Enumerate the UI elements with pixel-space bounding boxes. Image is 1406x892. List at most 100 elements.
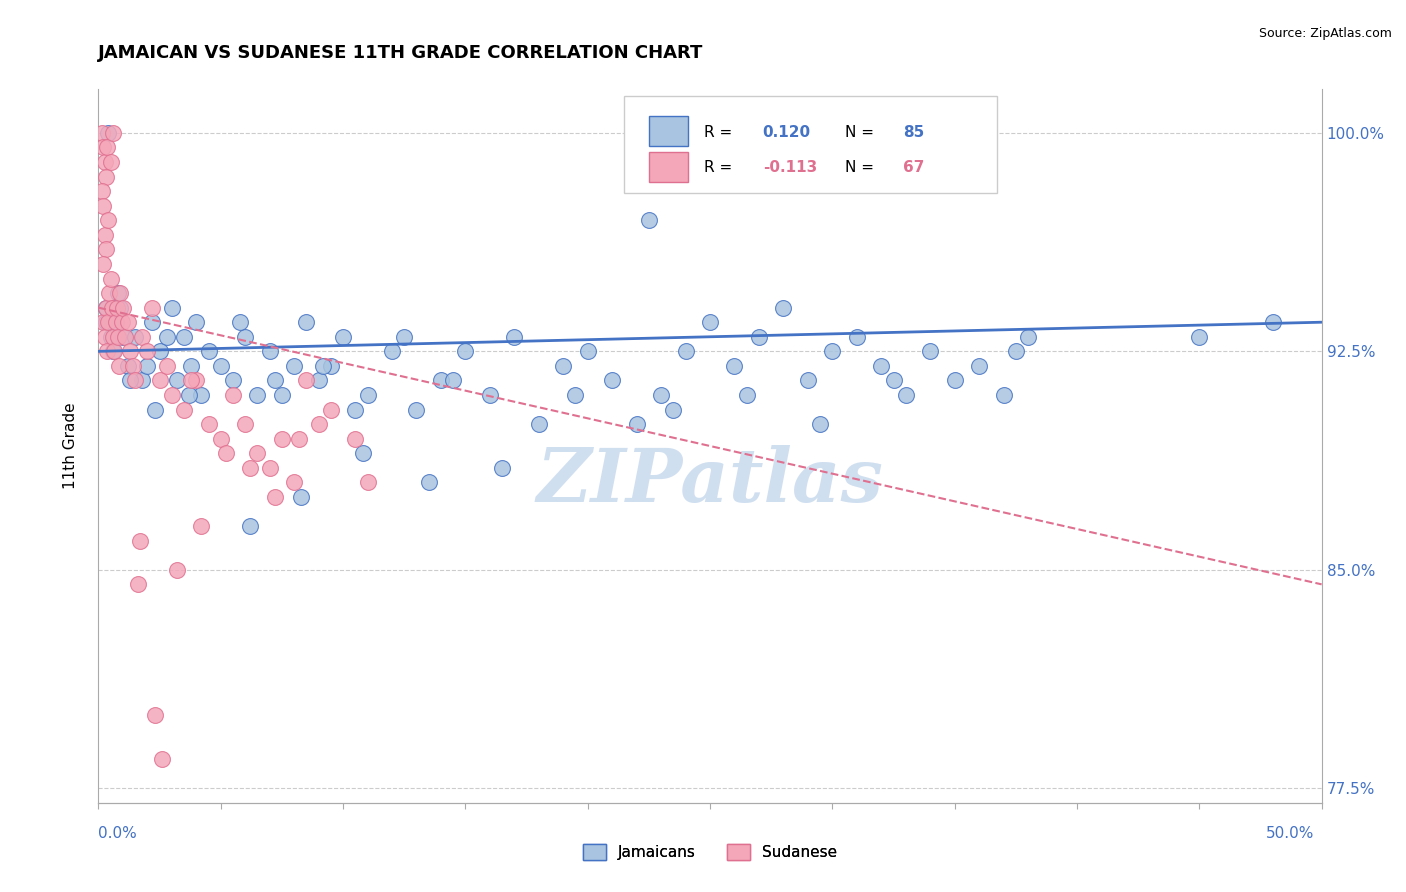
Point [190, 519, 212, 533]
Point [735, 388, 758, 402]
Point [160, 388, 183, 402]
Text: 0.120: 0.120 [762, 125, 811, 139]
Point [180, 374, 202, 388]
Point [454, 344, 477, 359]
Point [209, 432, 232, 446]
Text: -0.113: -0.113 [762, 161, 817, 175]
Point [105, 301, 128, 315]
Point [121, 359, 143, 373]
Point [100, 155, 122, 169]
Point [638, 213, 661, 227]
Point [111, 301, 134, 315]
Point [100, 271, 122, 285]
Point [141, 315, 163, 329]
Point [332, 330, 354, 344]
Point [100, 330, 122, 344]
Point [943, 374, 966, 388]
Point [120, 374, 142, 388]
Text: Source: ZipAtlas.com: Source: ZipAtlas.com [1258, 27, 1392, 40]
Text: 85: 85 [903, 125, 925, 139]
Point [143, 708, 166, 723]
Point [699, 315, 721, 329]
Point [239, 519, 262, 533]
Point [197, 417, 219, 432]
Point [845, 330, 868, 344]
Point [356, 475, 378, 490]
Point [186, 374, 208, 388]
Point [808, 417, 831, 432]
Point [101, 330, 124, 344]
Point [527, 417, 550, 432]
Point [503, 330, 526, 344]
Point [295, 315, 318, 329]
Point [441, 374, 464, 388]
Point [97, 126, 120, 140]
Point [405, 402, 427, 417]
Point [319, 359, 342, 373]
Point [246, 388, 269, 402]
Point [576, 344, 599, 359]
Point [229, 315, 252, 329]
Point [93, 330, 115, 344]
Text: 0.0%: 0.0% [98, 827, 138, 841]
Point [283, 475, 305, 490]
Point [103, 344, 125, 359]
Point [91, 199, 114, 213]
Point [136, 344, 159, 359]
Point [1261, 315, 1284, 329]
Text: JAMAICAN VS SUDANESE 11TH GRADE CORRELATION CHART: JAMAICAN VS SUDANESE 11TH GRADE CORRELAT… [98, 45, 704, 62]
Point [180, 359, 202, 373]
Point [1004, 344, 1026, 359]
Point [246, 446, 269, 460]
Point [233, 417, 256, 432]
Point [91, 257, 114, 271]
Point [104, 315, 127, 329]
Point [111, 315, 134, 329]
Text: N =: N = [845, 161, 879, 175]
Point [263, 490, 285, 504]
Point [96, 344, 118, 359]
Point [101, 126, 124, 140]
Point [418, 475, 440, 490]
Point [91, 140, 114, 154]
FancyBboxPatch shape [650, 116, 688, 146]
Point [141, 301, 163, 315]
Point [662, 402, 685, 417]
Point [131, 374, 153, 388]
FancyBboxPatch shape [624, 96, 997, 193]
Text: 67: 67 [903, 161, 925, 175]
Point [356, 388, 378, 402]
Point [344, 432, 367, 446]
Legend: Jamaicans, Sudanese: Jamaicans, Sudanese [576, 838, 844, 866]
Point [967, 359, 990, 373]
Point [478, 388, 501, 402]
Point [233, 330, 256, 344]
Point [186, 315, 208, 329]
Point [222, 374, 245, 388]
Point [312, 359, 335, 373]
Point [209, 359, 232, 373]
Point [143, 402, 166, 417]
Point [920, 344, 942, 359]
Point [239, 460, 262, 475]
Point [93, 227, 115, 242]
Point [107, 330, 129, 344]
Point [101, 301, 124, 315]
Point [104, 315, 127, 329]
Point [626, 417, 648, 432]
Point [94, 315, 117, 329]
Point [127, 577, 149, 591]
Point [110, 286, 132, 301]
Point [650, 388, 672, 402]
Point [120, 344, 142, 359]
Text: N =: N = [845, 125, 879, 139]
Point [748, 330, 770, 344]
Point [156, 330, 179, 344]
FancyBboxPatch shape [650, 152, 688, 182]
Point [96, 140, 118, 154]
Point [870, 359, 893, 373]
Text: R =: R = [704, 125, 737, 139]
Point [124, 330, 146, 344]
Point [98, 286, 121, 301]
Point [553, 359, 575, 373]
